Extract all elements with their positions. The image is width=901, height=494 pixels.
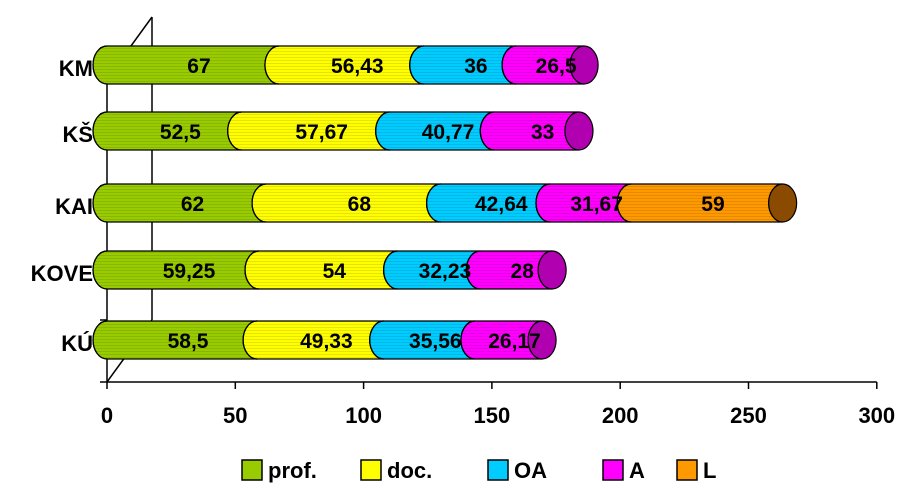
bar-end-cap (527, 320, 557, 360)
bar-segment-texture (243, 321, 384, 359)
data-label: 36 (464, 55, 487, 78)
segment-divider (244, 250, 260, 290)
category-label: KM (59, 56, 93, 81)
segment-divider (479, 111, 495, 151)
data-label: 58,5 (168, 330, 209, 353)
bar-segment-texture (426, 184, 550, 222)
legend-swatch (360, 459, 382, 481)
legend-label: prof. (268, 458, 317, 483)
data-label: 40,77 (422, 121, 475, 144)
segment-divider (465, 250, 481, 290)
x-tick-label: 300 (858, 403, 895, 428)
segment-divider (227, 111, 242, 151)
bar-segment-texture (93, 46, 279, 84)
segment-divider (92, 250, 108, 290)
bar-segment-texture (480, 112, 579, 150)
bar-end-cap (564, 111, 594, 151)
bar-segment-texture (93, 251, 260, 289)
segment-divider (383, 250, 398, 290)
segment-divider (92, 45, 108, 85)
segment-divider (426, 183, 441, 223)
data-label: 68 (348, 193, 372, 216)
category-label: KOVE (31, 261, 93, 286)
x-tick-label: 200 (602, 403, 639, 428)
segment-divider (616, 183, 632, 223)
segment-divider (251, 183, 267, 223)
bar-segment-texture (502, 46, 585, 84)
category-label: KŠ (62, 122, 93, 147)
data-label: 52,5 (160, 121, 201, 144)
data-label: 42,64 (475, 193, 528, 216)
legend-label: doc. (387, 458, 432, 483)
bar-segment-texture (93, 112, 242, 150)
bar-segment-texture (93, 184, 267, 222)
data-label: 59 (701, 193, 724, 216)
data-label: 49,33 (300, 330, 353, 353)
legend-swatch (487, 459, 509, 481)
legend-label: L (703, 458, 716, 483)
bar-segment-texture (460, 321, 543, 359)
segment-divider (409, 45, 424, 85)
category-label: KÚ (61, 331, 93, 356)
bar-segment-texture (227, 112, 390, 150)
bar-segment-texture (375, 112, 495, 150)
x-tick-label: 150 (474, 403, 511, 428)
legend-swatch (602, 459, 624, 481)
segment-divider (92, 320, 108, 360)
data-label: 32,23 (419, 260, 472, 283)
x-tick-label: 250 (730, 403, 767, 428)
segment-divider (375, 111, 390, 151)
segment-divider (92, 111, 108, 151)
x-tick-label: 50 (223, 403, 247, 428)
data-label: 31,67 (570, 193, 623, 216)
data-label: 54 (323, 260, 347, 283)
segment-divider (92, 183, 108, 223)
bar-segment-texture (535, 184, 632, 222)
bar-segment-texture (383, 251, 481, 289)
bar-segment-texture (617, 184, 783, 222)
data-label: 33 (531, 121, 554, 144)
data-label: 62 (181, 193, 204, 216)
legend-swatch (241, 459, 263, 481)
data-label: 26,5 (536, 55, 577, 78)
segment-divider (501, 45, 517, 85)
data-label: 67 (187, 55, 210, 78)
bar-segment-texture (369, 321, 475, 359)
bar-segment-texture (252, 184, 441, 222)
bar-segment-texture (466, 251, 553, 289)
bar-end-cap (537, 250, 567, 290)
data-label: 28 (511, 260, 535, 283)
bar-segment-texture (245, 251, 398, 289)
segment-divider (369, 320, 384, 360)
data-label: 56,43 (331, 55, 384, 78)
bar-end-cap (569, 45, 599, 85)
bar-end-cap (768, 183, 798, 223)
legend-label: OA (514, 458, 547, 483)
data-label: 35,56 (409, 330, 462, 353)
legend-swatch (676, 459, 698, 481)
segment-divider (460, 320, 475, 360)
legend-label: A (629, 458, 645, 483)
segment-divider (264, 45, 279, 85)
x-tick-label: 100 (345, 403, 382, 428)
data-label: 59,25 (163, 260, 216, 283)
bar-segment-texture (264, 46, 424, 84)
bar-segment-texture (409, 46, 517, 84)
segment-divider (535, 183, 551, 223)
x-tick-label: 0 (101, 403, 113, 428)
segment-divider (242, 320, 258, 360)
data-label: 57,67 (295, 121, 348, 144)
data-label: 26,17 (488, 330, 541, 353)
bar-segment-texture (93, 321, 258, 359)
category-label: KAI (55, 194, 93, 219)
